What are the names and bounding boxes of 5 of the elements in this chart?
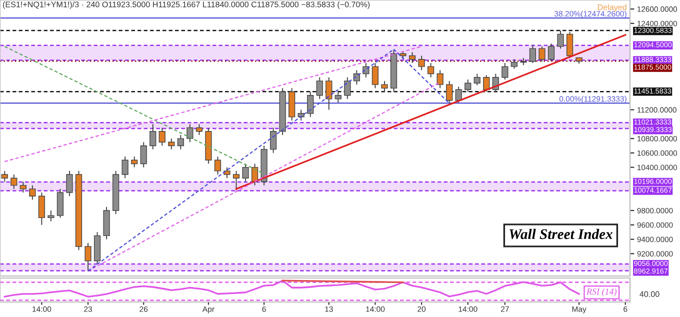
annotation: Wall Street Index — [510, 228, 612, 240]
chart-title: (ES1!+NQ1!+YM1!)/3 · 240 O11923.5000 H11925.1667 L11840.0000 C11875.5000 −83.5833 (−0.70%) — [3, 1, 370, 9]
annotation: Delayed — [598, 4, 626, 12]
series-label: RSI (14) — [586, 288, 617, 296]
text: 40.00 — [640, 291, 660, 297]
